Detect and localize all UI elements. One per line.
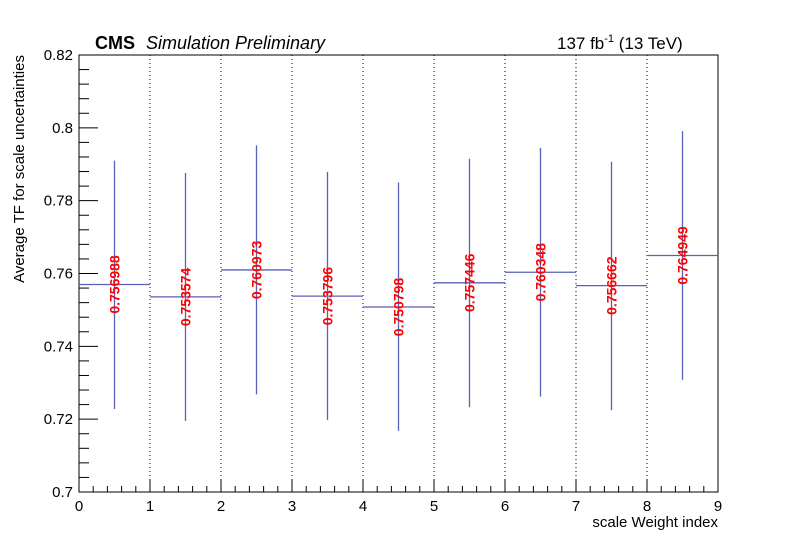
x-tick-label: 8 bbox=[643, 498, 651, 515]
y-axis-title: Average TF for scale uncertainties bbox=[11, 55, 28, 283]
y-tick-label: 0.8 bbox=[52, 120, 73, 137]
bin-value-label: 0.753796 bbox=[320, 267, 336, 326]
bin-value-label: 0.753574 bbox=[178, 267, 194, 326]
x-axis-title: scale Weight index bbox=[592, 514, 718, 531]
x-tick-label: 7 bbox=[572, 498, 580, 515]
vertical-grid bbox=[149, 55, 648, 492]
y-tick-label: 0.72 bbox=[44, 411, 73, 428]
data-marks bbox=[79, 131, 718, 431]
bin-value-label: 0.756662 bbox=[604, 256, 620, 315]
lumi-energy: (13 TeV) bbox=[614, 34, 683, 53]
lumi-value: 137 fb bbox=[557, 34, 604, 53]
x-tick-label: 2 bbox=[217, 498, 225, 515]
x-tick-label: 1 bbox=[146, 498, 154, 515]
bin-value-label: 0.764949 bbox=[675, 226, 691, 285]
bin-value-label: 0.760973 bbox=[249, 241, 265, 300]
y-tick-label: 0.76 bbox=[44, 266, 73, 283]
y-tick-label: 0.82 bbox=[44, 47, 73, 64]
y-tick-label: 0.7 bbox=[52, 484, 73, 501]
bin-value-label: 0.757446 bbox=[462, 253, 478, 312]
data-labels: 0.756988 0.753574 0.760973 0.753796 0.750798… bbox=[107, 226, 691, 336]
experiment-label: CMS bbox=[95, 33, 135, 53]
bin-value-label: 0.756988 bbox=[107, 255, 123, 314]
x-tick-label: 5 bbox=[430, 498, 438, 515]
x-tick-label: 6 bbox=[501, 498, 509, 515]
x-tick-label: 3 bbox=[288, 498, 296, 515]
x-tick-label: 9 bbox=[714, 498, 722, 515]
lumi-label: 137 fb-1 (13 TeV) bbox=[557, 33, 683, 53]
lumi-exponent: -1 bbox=[604, 33, 614, 45]
axis-ticks bbox=[78, 54, 719, 493]
tick-labels: 0 1 2 3 4 5 6 7 8 9 0.7 0.72 0.74 0.76 0.78 0.8 0.82 bbox=[44, 47, 722, 515]
bin-value-label: 0.750798 bbox=[391, 278, 407, 337]
y-tick-label: 0.78 bbox=[44, 193, 73, 210]
y-tick-label: 0.74 bbox=[44, 338, 73, 355]
x-tick-label: 0 bbox=[75, 498, 83, 515]
x-tick-label: 4 bbox=[359, 498, 367, 515]
bin-value-label: 0.760348 bbox=[533, 243, 549, 302]
status-label: Simulation Preliminary bbox=[146, 33, 326, 53]
